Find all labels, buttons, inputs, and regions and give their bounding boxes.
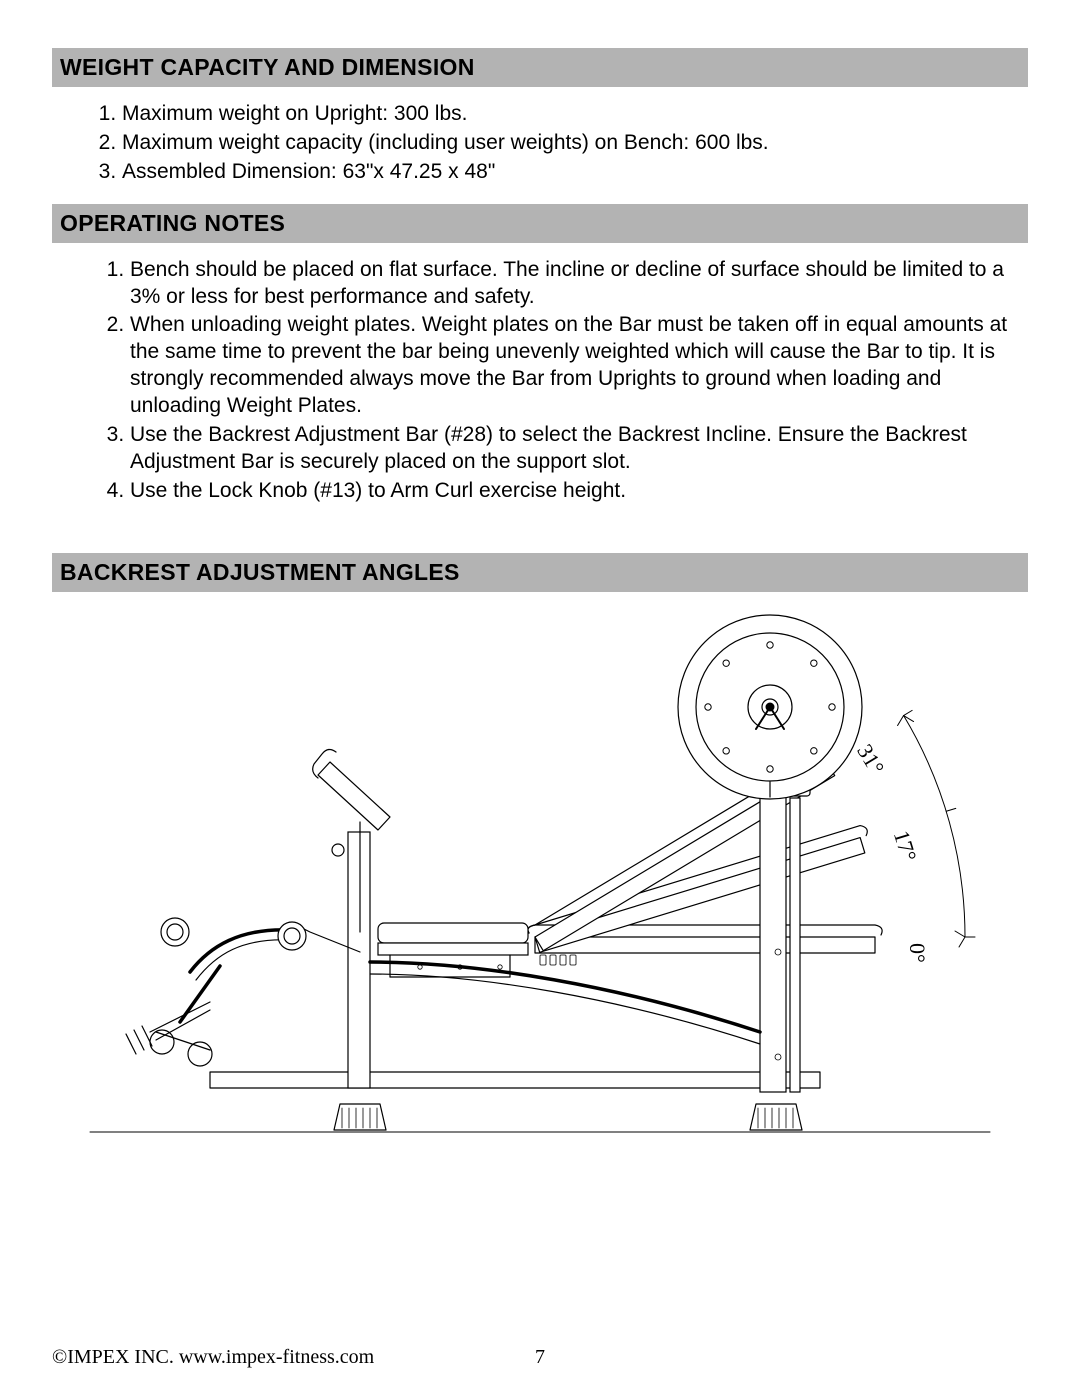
list-item: Maximum weight capacity (including user … [122, 130, 1028, 157]
list-item: Assembled Dimension: 63"x 47.25 x 48" [122, 159, 1028, 186]
footer-page-number: 7 [535, 1346, 545, 1369]
footer-copyright: ©IMPEX INC. www.impex-fitness.com [52, 1346, 374, 1368]
backrest-diagram: 31° 17° 0° [60, 602, 1020, 1142]
list-item: Use the Lock Knob (#13) to Arm Curl exer… [130, 478, 1028, 505]
section-header-backrest: BACKREST ADJUSTMENT ANGLES [52, 553, 1028, 592]
operating-notes-list: Bench should be placed on flat surface. … [52, 257, 1028, 505]
svg-text:17°: 17° [889, 827, 922, 864]
page-footer: ©IMPEX INC. www.impex-fitness.com 7 [52, 1346, 1028, 1369]
list-item: When unloading weight plates. Weight pla… [130, 312, 1028, 420]
section-header-weight: WEIGHT CAPACITY AND DIMENSION [52, 48, 1028, 87]
list-item: Bench should be placed on flat surface. … [130, 257, 1028, 311]
section-header-operating: OPERATING NOTES [52, 204, 1028, 243]
svg-text:31°: 31° [852, 739, 889, 778]
manual-page: WEIGHT CAPACITY AND DIMENSION Maximum we… [0, 0, 1080, 1397]
weight-capacity-list: Maximum weight on Upright: 300 lbs. Maxi… [52, 101, 1028, 186]
list-item: Use the Backrest Adjustment Bar (#28) to… [130, 422, 1028, 476]
svg-text:0°: 0° [905, 943, 930, 963]
list-item: Maximum weight on Upright: 300 lbs. [122, 101, 1028, 128]
